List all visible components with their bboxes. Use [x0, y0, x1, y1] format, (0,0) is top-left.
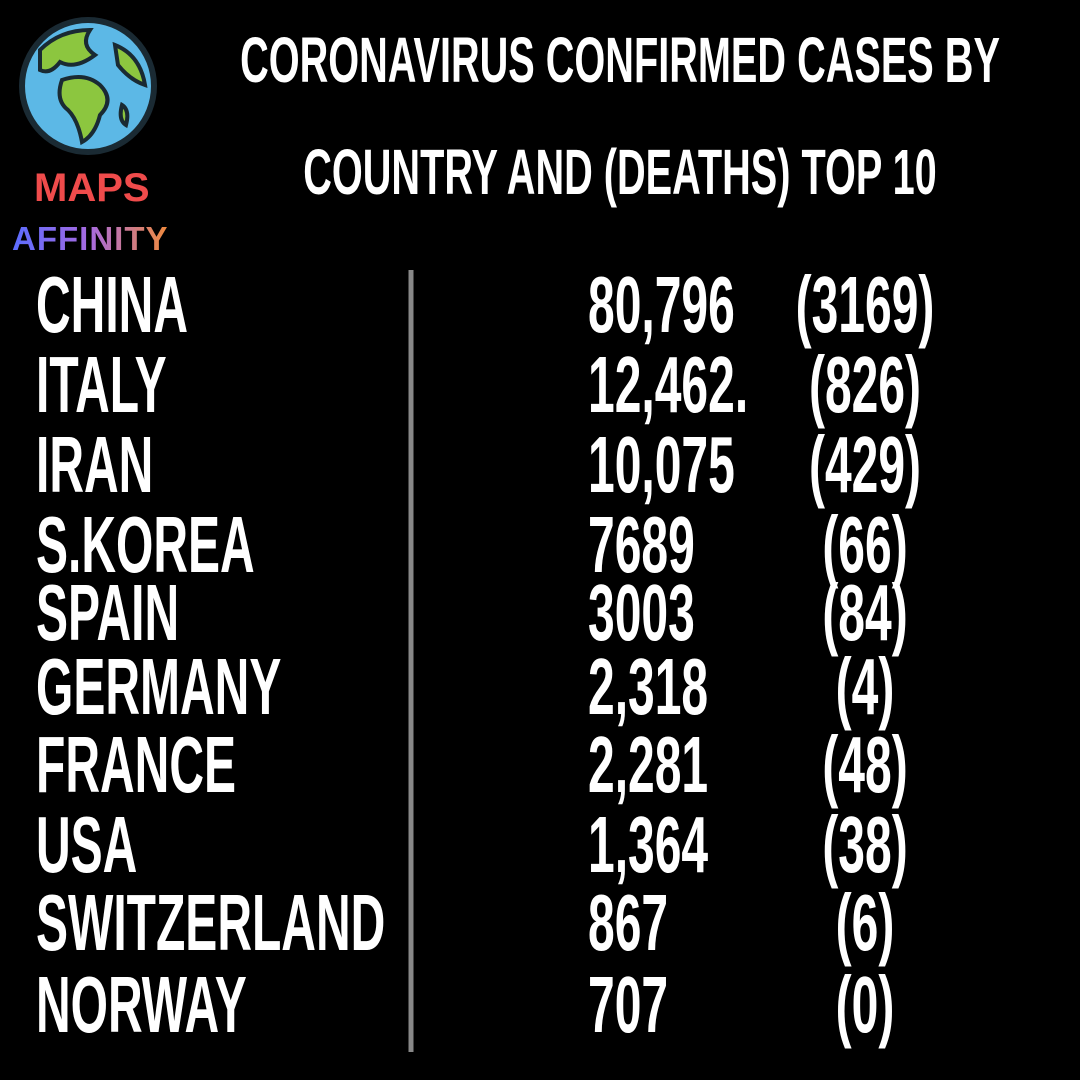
deaths: (66) [822, 500, 908, 589]
deaths: (826) [808, 340, 922, 429]
cases: 1,364 [588, 800, 709, 889]
cases: 7689 [588, 500, 695, 589]
title-line: COUNTRY AND (DEATHS) TOP 10 [303, 136, 937, 208]
country: IRAN [36, 420, 154, 509]
deaths: (0) [835, 960, 895, 1049]
country: SWITZERLAND [36, 878, 386, 967]
deaths: (4) [835, 642, 895, 731]
deaths: (6) [835, 878, 895, 967]
cases: 10,075 [588, 420, 735, 509]
country: SPAIN [36, 568, 180, 657]
cases: 2,281 [588, 720, 709, 809]
deaths: (38) [822, 800, 908, 889]
country: CHINA [36, 260, 188, 349]
country: FRANCE [36, 720, 236, 809]
deaths: (429) [808, 420, 922, 509]
country: NORWAY [36, 960, 247, 1049]
cases: 12,462. [588, 340, 749, 429]
deaths: (48) [822, 720, 908, 809]
logo-maps: MAPS [34, 166, 150, 210]
cases: 80,796 [588, 260, 735, 349]
deaths: (84) [822, 568, 908, 657]
cases: 707 [588, 960, 669, 1049]
country: USA [36, 800, 138, 889]
cases: 2,318 [588, 642, 709, 731]
country: S.KOREA [36, 500, 255, 589]
country: GERMANY [36, 642, 282, 731]
globe-icon [19, 17, 157, 155]
deaths: (3169) [795, 260, 935, 349]
country: ITALY [36, 340, 167, 429]
cases: 867 [588, 878, 669, 967]
title-line: CORONAVIRUS CONFIRMED CASES BY [240, 24, 1000, 96]
logo-affinity: AFFINITY [12, 220, 169, 257]
cases: 3003 [588, 568, 695, 657]
